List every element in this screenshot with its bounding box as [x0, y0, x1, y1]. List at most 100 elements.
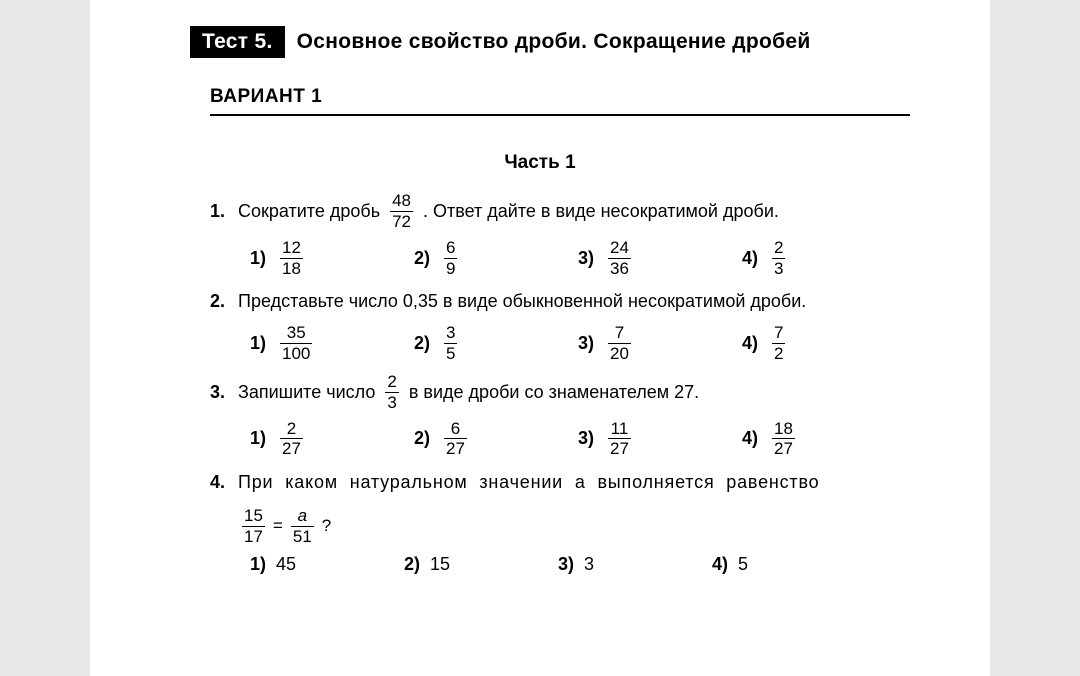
- problem-2-options: 1) 35 100 2) 3 5 3): [250, 324, 910, 363]
- option-value: 5: [738, 554, 748, 575]
- fraction-48-72: 48 72: [390, 192, 413, 231]
- text-fragment: . Ответ дайте в виде несократимой дроби.: [423, 197, 779, 226]
- problem-number: 3.: [210, 378, 238, 407]
- problem-1-options: 1) 12 18 2) 6 9 3): [250, 239, 910, 278]
- option-1: 1) 2 27: [250, 420, 360, 459]
- problem-1-text: Сократите дробь 48 72 . Ответ дайте в ви…: [238, 192, 779, 231]
- option-label: 1): [250, 554, 266, 575]
- numerator: 24: [608, 239, 631, 258]
- problem-1: 1. Сократите дробь 48 72 . Ответ дайте в…: [210, 192, 910, 277]
- variant-label: ВАРИАНТ 1: [210, 86, 322, 107]
- numerator: 7: [613, 324, 626, 343]
- test-header: Тест 5. Основное свойство дроби. Сокраще…: [190, 26, 930, 58]
- problem-3-stem: 3. Запишите число 2 3 в виде дроби со зн…: [210, 373, 910, 412]
- fraction-right: a 51: [291, 507, 314, 546]
- equals-sign: =: [273, 516, 283, 536]
- option-label: 2): [414, 333, 430, 354]
- option-1: 1) 12 18: [250, 239, 360, 278]
- fraction: 6 27: [444, 420, 467, 459]
- option-label: 3): [578, 333, 594, 354]
- denominator: 17: [242, 526, 265, 546]
- problem-2: 2. Представьте число 0,35 в виде обыкнов…: [210, 287, 910, 362]
- denominator: 2: [772, 343, 785, 363]
- numerator: 2: [285, 420, 298, 439]
- numerator: 35: [285, 324, 308, 343]
- denominator: 27: [608, 438, 631, 458]
- problem-number: 2.: [210, 287, 238, 316]
- fraction-2-3: 2 3: [385, 373, 398, 412]
- numerator: 7: [772, 324, 785, 343]
- denominator: 3: [385, 392, 398, 412]
- option-value: 15: [430, 554, 450, 575]
- numerator: 2: [385, 373, 398, 392]
- option-value: 45: [276, 554, 296, 575]
- denominator: 3: [772, 258, 785, 278]
- test-title: Основное свойство дроби. Сокращение дроб…: [297, 30, 811, 54]
- option-4: 4) 2 3: [742, 239, 852, 278]
- text-fragment: в виде дроби со знаменателем 27.: [409, 378, 699, 407]
- fraction: 7 2: [772, 324, 785, 363]
- numerator: 48: [390, 192, 413, 211]
- numerator: a: [296, 507, 309, 526]
- numerator: 18: [772, 420, 795, 439]
- fraction: 7 20: [608, 324, 631, 363]
- fraction: 6 9: [444, 239, 457, 278]
- option-label: 4): [742, 428, 758, 449]
- fraction: 35 100: [280, 324, 312, 363]
- option-value: 3: [584, 554, 594, 575]
- denominator: 5: [444, 343, 457, 363]
- option-label: 3): [578, 248, 594, 269]
- denominator: 72: [390, 211, 413, 231]
- problem-4-stem: 4. При каком натуральном значении a выпо…: [210, 468, 910, 497]
- denominator: 27: [772, 438, 795, 458]
- option-3: 3) 24 36: [578, 239, 688, 278]
- denominator: 9: [444, 258, 457, 278]
- option-label: 1): [250, 248, 266, 269]
- option-label: 4): [742, 248, 758, 269]
- problem-1-stem: 1. Сократите дробь 48 72 . Ответ дайте в…: [210, 192, 910, 231]
- text-fragment: Запишите число: [238, 378, 375, 407]
- option-label: 3): [578, 428, 594, 449]
- option-label: 3): [558, 554, 574, 575]
- fraction: 12 18: [280, 239, 303, 278]
- fraction-left: 15 17: [242, 507, 265, 546]
- option-label: 2): [404, 554, 420, 575]
- option-3: 3) 11 27: [578, 420, 688, 459]
- denominator: 27: [280, 438, 303, 458]
- fraction: 24 36: [608, 239, 631, 278]
- fraction: 11 27: [608, 420, 631, 459]
- numerator: 6: [444, 239, 457, 258]
- option-2: 2) 3 5: [414, 324, 524, 363]
- problem-2-text: Представьте число 0,35 в виде обыкновенн…: [238, 287, 806, 316]
- problem-3: 3. Запишите число 2 3 в виде дроби со зн…: [210, 373, 910, 458]
- denominator: 36: [608, 258, 631, 278]
- option-1: 1) 35 100: [250, 324, 360, 363]
- option-4: 4) 18 27: [742, 420, 852, 459]
- option-label: 4): [712, 554, 728, 575]
- problem-4-equation: 15 17 = a 51 ?: [238, 507, 331, 546]
- denominator: 51: [291, 526, 314, 546]
- option-3: 3) 3: [558, 554, 668, 575]
- numerator: 11: [609, 420, 631, 439]
- test-badge: Тест 5.: [190, 26, 285, 58]
- variant-row: ВАРИАНТ 1: [210, 86, 910, 116]
- problem-3-options: 1) 2 27 2) 6 27 3): [250, 420, 910, 459]
- option-label: 4): [742, 333, 758, 354]
- fraction: 2 27: [280, 420, 303, 459]
- problem-4-text: При каком натуральном значении a выполня…: [238, 468, 819, 497]
- numerator: 15: [242, 507, 265, 526]
- numerator: 6: [449, 420, 462, 439]
- problem-number: 1.: [210, 197, 238, 226]
- numerator: 12: [280, 239, 303, 258]
- page: Тест 5. Основное свойство дроби. Сокраще…: [0, 0, 1080, 676]
- option-4: 4) 7 2: [742, 324, 852, 363]
- text-fragment: Сократите дробь: [238, 197, 380, 226]
- denominator: 18: [280, 258, 303, 278]
- option-4: 4) 5: [712, 554, 822, 575]
- problem-4: 4. При каком натуральном значении a выпо…: [210, 468, 910, 574]
- denominator: 27: [444, 438, 467, 458]
- denominator: 20: [608, 343, 631, 363]
- fraction: 2 3: [772, 239, 785, 278]
- numerator: 2: [772, 239, 785, 258]
- option-2: 2) 6 27: [414, 420, 524, 459]
